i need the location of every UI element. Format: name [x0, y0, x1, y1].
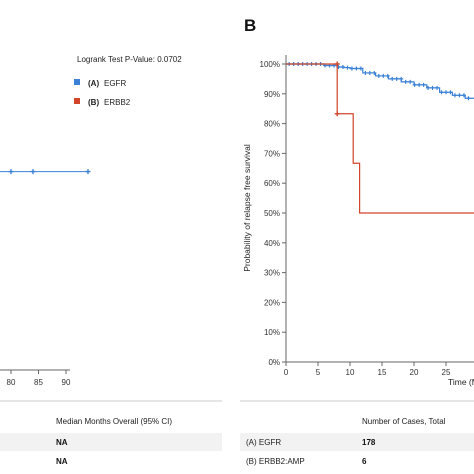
panel-b-egfr-censor: [461, 93, 466, 98]
panel-b-x-tick-label: 20: [410, 368, 419, 377]
panel-b-egfr-censor: [385, 73, 390, 78]
panel-b-egfr-censor: [399, 76, 404, 81]
panel-b-egfr-censor: [381, 73, 386, 78]
legend-key-egfr: (A): [88, 79, 99, 88]
panel-a-x-tick-label: 80: [7, 378, 16, 387]
panel-b-egfr-censor: [403, 79, 408, 84]
panel-b-y-tick-label: 90%: [264, 90, 280, 99]
panel-a-censor-mark: [8, 169, 14, 175]
table-b-row-1-group: (A) EGFR: [246, 438, 281, 447]
panel-b-y-tick-label: 30%: [264, 269, 280, 278]
table-a-row-1-bg: [0, 433, 222, 451]
panel-a: 80 85 90 Logrank Test P-Value: 0.0702 (A) …: [0, 55, 182, 387]
panel-b-x-tick-label: 10: [346, 368, 355, 377]
panel-b-y-tick-label: 0%: [268, 358, 280, 367]
legend-swatch-erbb2: [74, 98, 80, 104]
panel-b-label: B: [244, 16, 256, 35]
panel-b-x-tick-label: 25: [442, 368, 451, 377]
panel-a-x-ticks: 80 85 90: [7, 370, 71, 387]
panel-a-censor-mark: [85, 169, 91, 175]
panel-b-egfr-censor: [435, 85, 440, 90]
table-a-row-2: NA: [56, 457, 68, 466]
panel-a-censor-mark: [30, 169, 36, 175]
panel-b-egfr-censor: [390, 76, 395, 81]
legend-key-erbb2: (B): [88, 98, 99, 107]
panel-a-series: [0, 169, 91, 175]
panel-b-x-ticks: 0 5 10 15 20 25: [284, 362, 451, 377]
panel-b-erbb2-line: [286, 63, 474, 214]
panel-b-egfr-censor: [439, 90, 444, 95]
panel-b-egfr-censor: [412, 82, 417, 87]
panel-b-egfr-censor: [363, 70, 368, 75]
panel-b-egfr-censor: [430, 85, 435, 90]
panel-b-x-tick-label: 5: [316, 368, 321, 377]
panel-b-egfr-censor: [372, 70, 377, 75]
panel-b-egfr-censor: [444, 90, 448, 95]
panel-b-egfr-censor: [457, 93, 462, 98]
panel-b-series: [286, 61, 474, 214]
legend-swatch-egfr: [74, 79, 80, 85]
table-b-row-2-group: (B) ERBB2:AMP: [246, 457, 305, 466]
panel-b-egfr-censor: [358, 66, 363, 71]
panel-b-egfr-censor: [340, 64, 345, 69]
panel-b-egfr-censor: [345, 65, 350, 70]
panel-b-egfr-censor: [367, 70, 372, 75]
panel-b-egfr-censor: [466, 96, 471, 101]
table-a: Median Months Overall (95% CI) NA NA: [0, 400, 222, 466]
panel-b: B 0% 10% 20% 30% 40% 50% 60% 70% 80% 90% 100% 0 5 10…: [242, 16, 474, 387]
legend-title: Logrank Test P-Value: 0.0702: [77, 55, 182, 64]
panel-b-egfr-censor: [426, 85, 431, 90]
panel-b-egfr-censor: [417, 82, 422, 87]
legend-label-egfr: EGFR: [104, 79, 126, 88]
panel-b-egfr-censor: [421, 82, 426, 87]
panel-b-y-tick-label: 50%: [264, 209, 280, 218]
panel-b-egfr-censor: [376, 73, 381, 78]
table-a-row-1: NA: [56, 438, 68, 447]
panel-b-egfr-line: [286, 63, 474, 99]
table-b-row-1-bg: [240, 433, 474, 451]
panel-b-x-label: Time (M: [448, 377, 474, 387]
panel-b-y-tick-label: 100%: [260, 60, 280, 69]
panel-b-x-tick-label: 0: [284, 368, 289, 377]
legend: Logrank Test P-Value: 0.0702 (A) EGFR (B…: [74, 55, 182, 107]
panel-b-y-tick-label: 60%: [264, 179, 280, 188]
panel-b-egfr-censor: [394, 76, 399, 81]
panel-b-egfr-censor: [354, 66, 359, 71]
panel-b-y-tick-label: 20%: [264, 298, 280, 307]
table-b-header: Number of Cases, Total: [362, 417, 446, 426]
panel-b-egfr-censor: [408, 79, 413, 84]
panel-b-egfr-censor: [349, 66, 354, 71]
panel-b-y-ticks: 0% 10% 20% 30% 40% 50% 60% 70% 80% 90% 100%: [260, 60, 286, 367]
panel-a-x-tick-label: 85: [34, 378, 43, 387]
panel-b-erbb2-censor: [334, 61, 340, 67]
panel-b-y-tick-label: 80%: [264, 120, 280, 129]
panel-b-y-tick-label: 10%: [264, 328, 280, 337]
table-a-header: Median Months Overall (95% CI): [56, 417, 172, 426]
panel-b-y-label: Probability of relapse free survival: [242, 144, 252, 272]
table-b-row-2-value: 6: [362, 457, 367, 466]
panel-b-x-tick-label: 15: [378, 368, 387, 377]
panel-b-y-tick-label: 70%: [264, 149, 280, 158]
panel-b-erbb2-censor: [334, 111, 340, 117]
panel-b-egfr-censor: [452, 93, 457, 98]
panel-b-y-tick-label: 40%: [264, 239, 280, 248]
table-b: Number of Cases, Total (A) EGFR 178 (B) …: [240, 400, 474, 466]
panel-b-egfr-censor: [448, 90, 453, 95]
panel-a-x-tick-label: 90: [62, 378, 71, 387]
table-b-row-1-value: 178: [362, 438, 376, 447]
legend-label-erbb2: ERBB2: [104, 98, 131, 107]
